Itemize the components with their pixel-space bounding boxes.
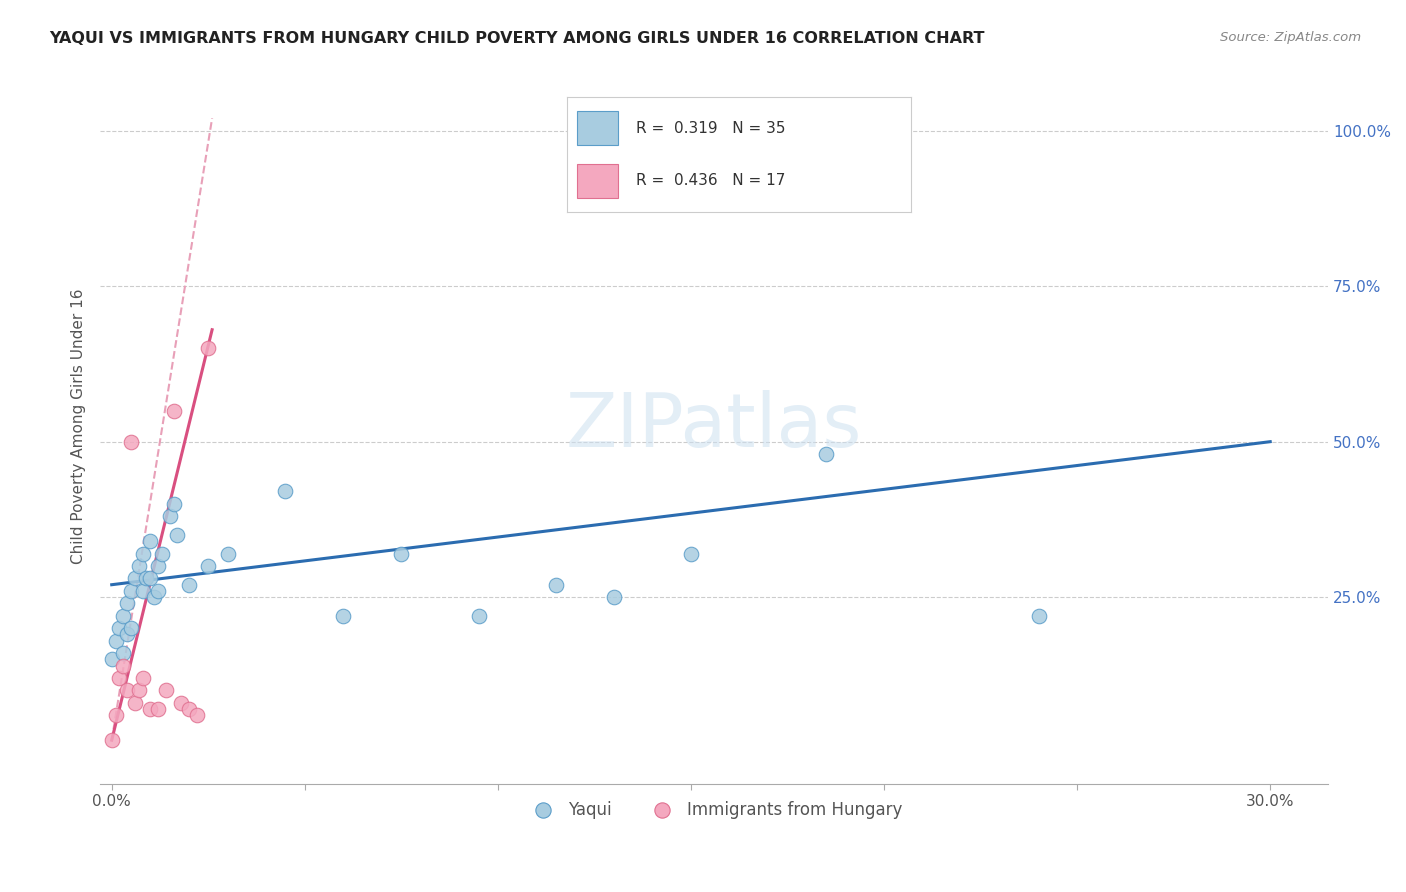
Text: ZIPatlas: ZIPatlas <box>567 390 862 463</box>
Point <box>115 627 138 641</box>
Point <box>679 547 702 561</box>
Point <box>544 578 567 592</box>
Point <box>274 484 297 499</box>
Point <box>108 621 131 635</box>
Point <box>139 534 162 549</box>
Point <box>143 590 166 604</box>
Point <box>131 547 153 561</box>
Point <box>159 509 181 524</box>
Point <box>112 646 135 660</box>
Point <box>162 497 184 511</box>
Point <box>197 559 219 574</box>
Point <box>217 547 239 561</box>
Point <box>115 596 138 610</box>
Point <box>128 559 150 574</box>
Point <box>1028 608 1050 623</box>
Text: Source: ZipAtlas.com: Source: ZipAtlas.com <box>1220 31 1361 45</box>
Point <box>120 583 142 598</box>
Point <box>166 528 188 542</box>
Point <box>124 572 146 586</box>
Legend: Yaqui, Immigrants from Hungary: Yaqui, Immigrants from Hungary <box>520 794 908 825</box>
Point <box>139 702 162 716</box>
Point <box>146 583 169 598</box>
Point <box>104 708 127 723</box>
Point <box>467 608 489 623</box>
Point <box>197 342 219 356</box>
Y-axis label: Child Poverty Among Girls Under 16: Child Poverty Among Girls Under 16 <box>72 288 86 564</box>
Point <box>108 671 131 685</box>
Point <box>170 696 193 710</box>
Point <box>100 652 122 666</box>
Point <box>146 702 169 716</box>
Point <box>112 608 135 623</box>
Point <box>177 578 200 592</box>
Text: YAQUI VS IMMIGRANTS FROM HUNGARY CHILD POVERTY AMONG GIRLS UNDER 16 CORRELATION : YAQUI VS IMMIGRANTS FROM HUNGARY CHILD P… <box>49 31 984 46</box>
Point <box>177 702 200 716</box>
Point <box>146 559 169 574</box>
Point <box>120 621 142 635</box>
Point <box>332 608 354 623</box>
Point <box>135 572 157 586</box>
Point <box>104 633 127 648</box>
Point <box>112 658 135 673</box>
Point <box>155 683 177 698</box>
Point <box>120 434 142 449</box>
Point <box>603 590 626 604</box>
Point <box>815 447 838 461</box>
Point <box>389 547 412 561</box>
Point <box>128 683 150 698</box>
Point <box>131 583 153 598</box>
Point <box>150 547 173 561</box>
Point <box>131 671 153 685</box>
Point <box>115 683 138 698</box>
Point <box>162 403 184 417</box>
Point <box>124 696 146 710</box>
Point <box>139 572 162 586</box>
Point <box>186 708 208 723</box>
Point <box>100 733 122 747</box>
